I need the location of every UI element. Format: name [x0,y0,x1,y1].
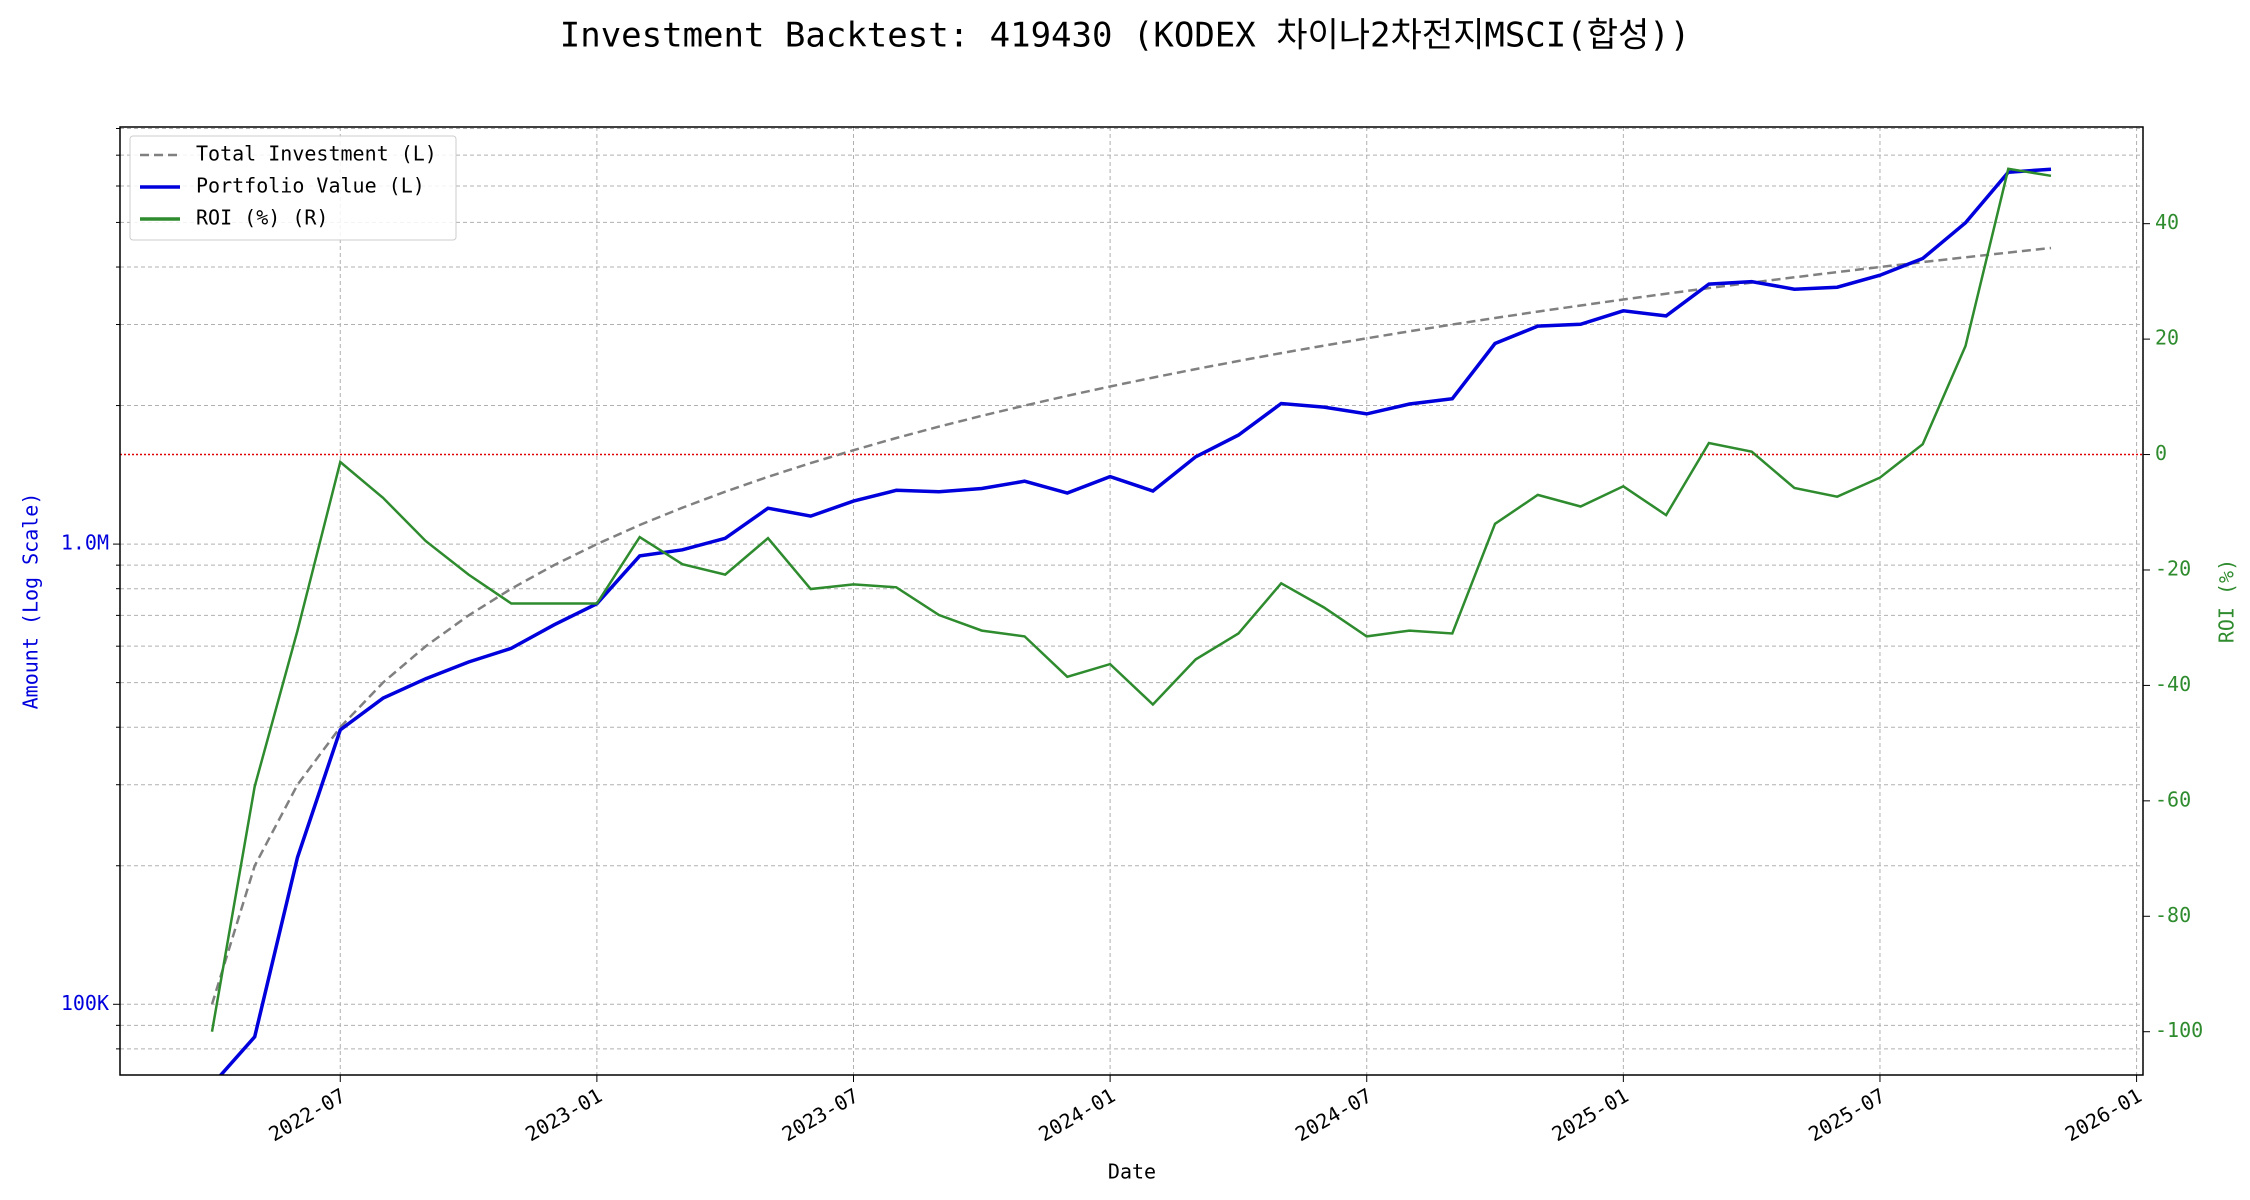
y2-tick-label: 20 [2155,326,2179,350]
x-tick-label: 2024-07 [1291,1083,1376,1146]
x-tick-label: 2025-07 [1804,1083,1889,1146]
y2-tick-label: 40 [2155,210,2179,234]
y2-tick-label: -40 [2155,672,2191,696]
y-axis-label: Amount (Log Scale) [19,493,43,710]
series-line [210,167,2052,1032]
y2-tick-label: -20 [2155,556,2191,580]
y2-tick-label: -60 [2155,787,2191,811]
legend-label: ROI (%) (R) [196,206,328,230]
x-tick-label: 2025-01 [1548,1083,1633,1146]
y-tick-label: 1.0M [61,531,109,555]
chart-title: Investment Backtest: 419430 (KODEX 차이나2차… [560,16,1690,56]
legend-box [129,135,457,241]
legend-label: Portfolio Value (L) [196,174,425,198]
y2-axis-label: ROI (%) [2215,559,2239,643]
series-line [210,246,2052,1005]
x-tick-label: 2022-07 [265,1083,350,1146]
y-tick-label: 100K [61,991,109,1015]
y2-tick-label: -100 [2155,1018,2203,1042]
series-line [218,167,2052,1075]
legend-label: Total Investment (L) [196,142,437,166]
x-tick-label: 2026-01 [2061,1083,2146,1146]
y2-tick-label: 0 [2155,441,2167,465]
x-tick-label: 2024-01 [1034,1083,1119,1146]
x-tick-label: 2023-01 [521,1083,606,1146]
x-axis-label: Date [1108,1160,1156,1184]
y2-tick-label: -80 [2155,903,2191,927]
plot-frame [119,126,2144,1076]
x-tick-label: 2023-07 [778,1083,863,1146]
